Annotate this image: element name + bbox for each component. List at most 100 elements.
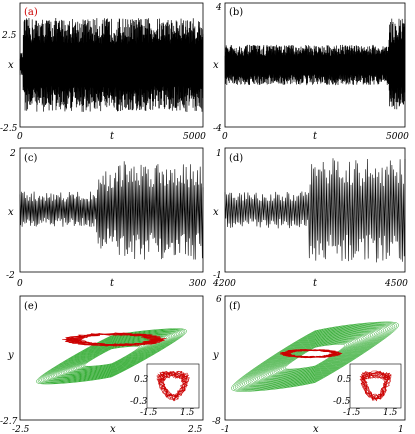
panel-a-xtick-left: 0	[17, 132, 23, 142]
outer-attractor-loop	[268, 337, 362, 377]
outer-attractor-loop	[59, 336, 164, 376]
panel-b-ytick-bottom: -4	[213, 124, 222, 134]
outer-attractor-loop	[64, 338, 159, 374]
panel-e-ytick-bottom: -2.7	[0, 417, 18, 427]
panel-f-inset-plot	[359, 370, 392, 402]
outer-attractor-loop	[262, 334, 368, 379]
panel-f-label: (f)	[229, 301, 241, 312]
panel-f-xlabel: x	[313, 424, 319, 434]
panel-a-timeseries	[19, 17, 204, 112]
outer-attractor-loop	[240, 325, 390, 388]
panel-b-xtick-left: 0	[222, 132, 228, 142]
outer-attractor-loop	[282, 343, 348, 371]
outer-attractor-loop	[41, 330, 182, 383]
panel-a-xtick-right: 5000	[183, 132, 206, 142]
outer-attractor-loop	[234, 323, 396, 391]
panel-b-frame	[224, 2, 406, 128]
outer-attractor-loop	[266, 336, 364, 378]
panel-d-xlabel: t	[313, 278, 318, 289]
panel-f-inset-xtick-right: 1.5	[383, 408, 398, 418]
outer-attractor-loop	[247, 328, 383, 385]
outer-attractor-loop	[66, 339, 157, 374]
outer-attractor-loop	[62, 338, 161, 375]
panel-f-ytick-top: 6	[216, 295, 222, 305]
panel-e-inset-xtick-left: -1.5	[140, 408, 158, 418]
panel-a-ytick-top: 2.5	[1, 31, 17, 41]
panel-e-inset: 0.3 -0.3 -1.5 1.5	[130, 363, 200, 418]
panel-c-ytick-bottom: -2	[6, 271, 15, 281]
outer-attractor-loop	[37, 328, 186, 384]
outer-attractor-loop	[69, 340, 154, 373]
panel-f-ytick-bottom: -8	[212, 417, 221, 427]
panel-c: (c) 2 -2 x 0 300 t	[6, 147, 206, 289]
outer-attractor-loop	[236, 323, 394, 390]
inset-attractor	[359, 370, 392, 402]
panel-c-timeseries	[19, 161, 204, 260]
outer-attractor-loop	[54, 335, 169, 378]
panel-f-inset-xtick-left: -1.5	[343, 408, 361, 418]
inner-attractor	[62, 332, 167, 347]
panel-e-label: (e)	[24, 301, 38, 312]
panel-b-xlabel: t	[313, 131, 318, 142]
panel-d-ytick-bottom: -1	[213, 271, 222, 281]
panel-a-ytick-bottom: -2.5	[0, 124, 18, 134]
panel-b-timeseries	[224, 18, 406, 110]
outer-attractor-loop	[242, 326, 388, 388]
outer-attractor-loop	[81, 344, 142, 368]
outer-attractor-loop	[72, 341, 151, 371]
panel-d-series-line	[224, 158, 406, 263]
panel-c-ylabel: x	[8, 207, 14, 218]
panel-d-ylabel: x	[213, 207, 219, 218]
outer-attractor-loop	[279, 341, 351, 372]
outer-attractor-loop	[44, 331, 179, 382]
panel-e-inset-ytick-top: 0.3	[134, 375, 149, 385]
outer-attractor-loop	[231, 321, 399, 392]
panel-c-frame	[19, 147, 204, 273]
outer-attractor-loop	[71, 341, 152, 372]
panel-e-inset-ytick-bottom: -0.3	[130, 397, 148, 407]
outer-attractor-loop	[39, 329, 184, 384]
panel-e-inset-plot	[156, 370, 190, 402]
panel-b-label: (b)	[229, 7, 243, 18]
outer-attractor-loop	[255, 331, 375, 382]
panel-f-xtick-right: 1	[398, 425, 404, 434]
panel-f-ylabel: y	[212, 350, 219, 361]
panel-f-xtick-left: -1	[221, 425, 230, 434]
inner-attractor	[279, 349, 343, 359]
outer-attractor-loop	[57, 336, 166, 377]
outer-attractor-loop	[275, 340, 355, 374]
panel-c-xtick-right: 300	[189, 279, 206, 289]
panel-e-inset-frame	[146, 363, 200, 409]
panel-d-timeseries	[224, 158, 406, 263]
outer-attractor-loop	[249, 329, 381, 385]
panel-a-series-line	[19, 17, 204, 112]
outer-attractor-loop	[245, 327, 385, 386]
outer-attractor-loop	[277, 340, 353, 373]
outer-attractor-loop	[281, 342, 349, 371]
panel-e-inset-xtick-right: 1.5	[180, 408, 195, 418]
panel-c-xtick-left: 0	[17, 279, 23, 289]
panel-f-inset-ytick-top: 0.5	[337, 375, 352, 385]
panel-b-series-line	[224, 18, 406, 110]
panel-a-frame	[19, 2, 204, 128]
panel-f: (f) 6 -8 y -1 1 x 0.5 -0.5 -1.5 1.5	[212, 295, 406, 434]
outer-attractor-loop	[84, 346, 139, 367]
panel-e-xtick-left: -2.5	[12, 425, 30, 434]
panel-c-label: (c)	[24, 153, 38, 164]
outer-attractor-loop	[257, 332, 373, 381]
outer-attractor-loop	[82, 345, 141, 368]
outer-attractor-loop	[244, 327, 386, 387]
panel-d-xtick-right: 4500	[384, 279, 408, 289]
panel-b-xtick-right: 5000	[386, 132, 409, 142]
panel-e-xlabel: x	[110, 424, 116, 434]
panel-e-frame	[19, 295, 204, 421]
panel-e: (e) -2.7 y -2.5 2.5 x 0.3 -0.3 -1.5 1.5	[0, 295, 204, 434]
panel-d-frame	[224, 147, 406, 273]
panel-a: (a) 2.5 -2.5 x 0 5000 t	[0, 2, 206, 142]
outer-attractor-loop	[232, 322, 398, 391]
panel-b-ytick-top: 4	[215, 3, 222, 13]
panel-b-ylabel: x	[213, 60, 219, 71]
outer-attractor-loop	[56, 335, 167, 377]
panel-e-phase-portrait	[36, 328, 187, 385]
outer-attractor-loop	[269, 337, 360, 376]
